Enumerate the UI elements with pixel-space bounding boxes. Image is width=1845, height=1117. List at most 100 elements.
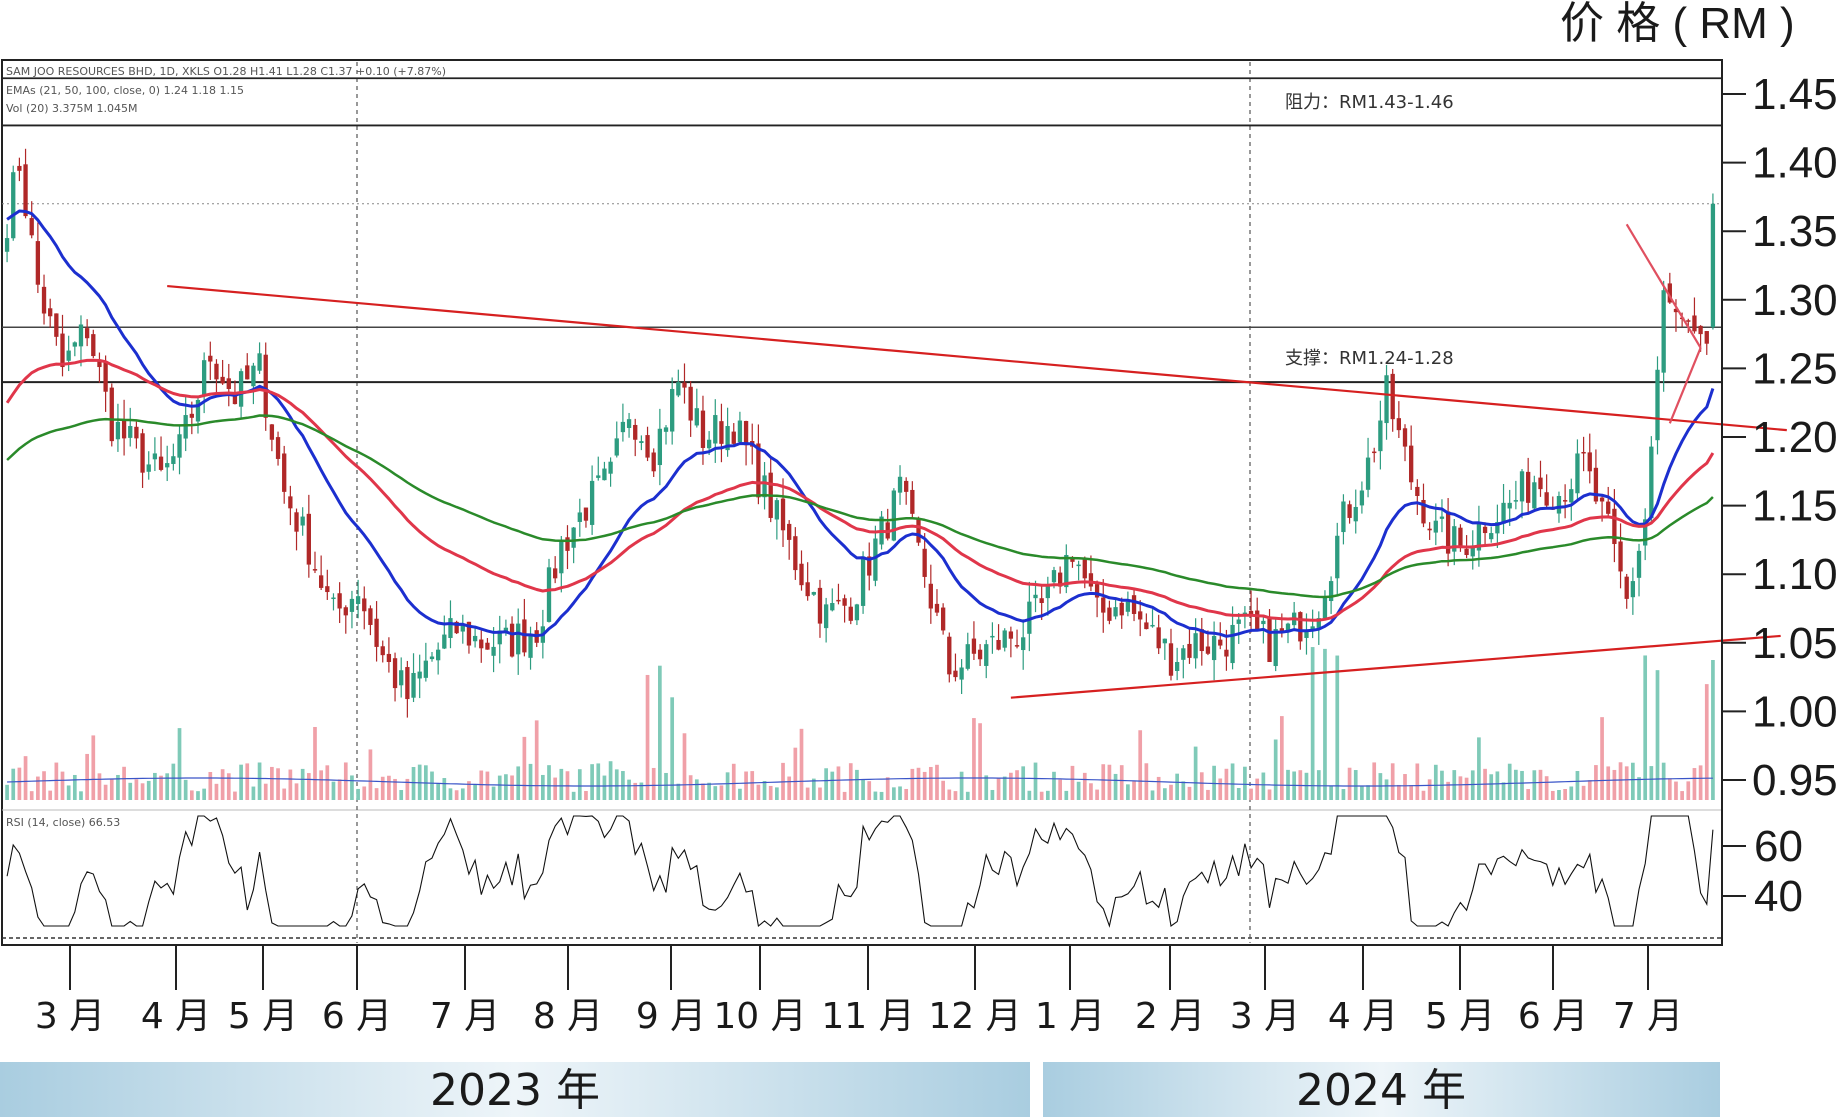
volume-bar <box>103 784 108 800</box>
volume-bar <box>85 753 89 800</box>
candle-body <box>1168 643 1174 676</box>
price-tick-label: 0.95 <box>1752 756 1838 805</box>
volume-bar <box>1261 772 1266 800</box>
candle-body <box>201 360 207 395</box>
candle-body <box>965 644 970 669</box>
volume-bar <box>1341 789 1346 800</box>
volume-bar <box>941 780 945 800</box>
volume-bar <box>208 772 213 800</box>
candle-body <box>1636 550 1642 578</box>
volume-bar <box>1403 774 1407 800</box>
candle-body <box>1255 610 1260 630</box>
candle-body <box>1027 601 1032 634</box>
candle-body <box>1409 445 1414 483</box>
candle-body <box>1606 501 1611 514</box>
volume-bar <box>263 783 268 800</box>
volume-bar <box>5 784 9 800</box>
candle-body <box>1088 573 1094 587</box>
candle-body <box>1458 527 1463 547</box>
candle-body <box>1390 373 1395 420</box>
volume-bar <box>233 791 237 800</box>
candle-body <box>854 604 860 621</box>
legend-line-1: SAM JOO RESOURCES BHD, 1D, XKLS O1.28 H1… <box>6 65 446 78</box>
candle-body <box>460 623 465 632</box>
candle-body <box>1507 502 1512 509</box>
candle-body <box>318 575 324 588</box>
candle-body <box>60 333 65 368</box>
volume-bar <box>1550 790 1555 800</box>
candle-body <box>860 556 866 606</box>
trendlines <box>167 223 1787 699</box>
candle-body <box>1649 446 1654 519</box>
candle-body <box>11 172 16 239</box>
candle-body <box>1131 595 1137 614</box>
volume-bar <box>1704 684 1709 800</box>
candle-body <box>1427 528 1432 531</box>
candle-body <box>700 410 706 448</box>
ascending-support-trendline <box>1010 634 1781 699</box>
volume-bar <box>1273 739 1278 800</box>
month-label: 6 月 <box>1518 996 1588 1037</box>
candle-body <box>1704 331 1709 344</box>
volume-bar <box>1230 763 1235 800</box>
volume-bar <box>1267 789 1272 800</box>
candle-body <box>971 638 977 654</box>
volume-bar <box>965 791 970 800</box>
volume-bar <box>350 775 354 800</box>
volume-bar <box>910 768 915 800</box>
volume-bar <box>1581 785 1586 800</box>
candle-body <box>78 324 84 347</box>
month-label: 2 月 <box>1135 996 1205 1037</box>
volume-bar <box>214 783 219 800</box>
candle-body <box>842 598 847 606</box>
pennant-upper-trendline <box>1625 223 1702 349</box>
candle-body <box>897 476 903 493</box>
month-label: 1 月 <box>1035 996 1105 1037</box>
volume-bar <box>17 767 22 800</box>
candle-body <box>910 489 915 514</box>
volume-bar <box>368 749 373 800</box>
volume-bar <box>491 786 496 800</box>
volume-bar <box>596 763 601 800</box>
candle-body <box>891 490 897 541</box>
volume-bar <box>1569 786 1574 800</box>
candle-body <box>1021 637 1026 651</box>
candle-body <box>1421 499 1426 524</box>
candle-body <box>830 603 835 611</box>
candle-body <box>1039 598 1044 604</box>
candle-body <box>589 480 595 525</box>
candle-body <box>553 568 558 579</box>
volume-bar <box>42 771 46 800</box>
candle-body <box>1057 572 1063 587</box>
volume-bar <box>29 791 34 800</box>
volume-bar <box>1415 763 1420 800</box>
volume-bar <box>904 788 909 800</box>
volume-bar <box>522 736 527 800</box>
volume-bar <box>411 767 416 800</box>
volume-bar <box>836 766 841 800</box>
candle-body <box>1624 576 1629 599</box>
volume-bar <box>1002 776 1007 800</box>
candle-body <box>454 621 459 634</box>
volume-bar <box>202 788 206 800</box>
candle-body <box>1094 584 1100 598</box>
candle-body <box>848 606 853 621</box>
volume-bar <box>362 786 367 800</box>
volume-bar <box>380 776 385 800</box>
candle-body <box>115 421 121 440</box>
volume-bar <box>916 767 921 800</box>
candle-body <box>1452 526 1457 552</box>
volume-bar <box>1138 730 1143 800</box>
candle-body <box>1199 629 1204 652</box>
volume-bar <box>738 788 742 800</box>
volume-bar <box>1039 791 1044 800</box>
volume-bar <box>1045 790 1050 800</box>
candle-body <box>996 639 1001 650</box>
month-label: 7 月 <box>1613 996 1683 1037</box>
candle-body <box>1014 645 1020 647</box>
candle-body <box>1150 624 1155 627</box>
price-tick-label: 1.20 <box>1752 413 1838 462</box>
candle-body <box>676 382 681 396</box>
volume-bar <box>553 777 558 800</box>
volume-bar <box>614 769 619 800</box>
